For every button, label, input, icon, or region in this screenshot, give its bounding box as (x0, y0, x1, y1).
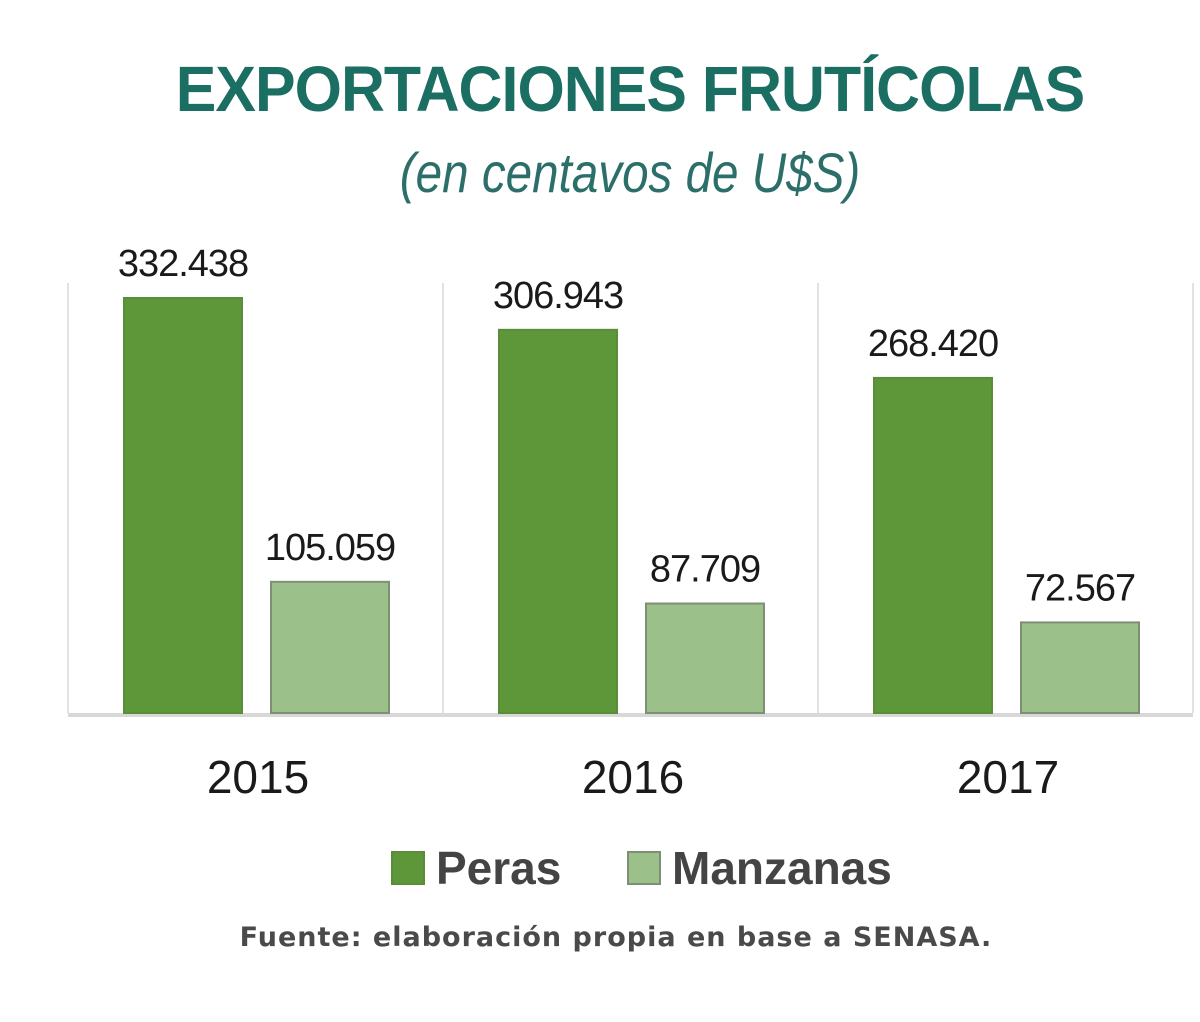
data-label: 105.059 (265, 527, 395, 569)
bar-peras-2016 (498, 328, 618, 714)
bar-manzanas-2017 (1020, 621, 1140, 715)
bar-peras-2015 (123, 297, 243, 714)
legend-label-peras: Peras (436, 842, 561, 894)
data-label: 306.943 (493, 275, 623, 317)
legend-swatch-peras (391, 851, 425, 885)
legend-swatch-manzanas (627, 851, 661, 885)
data-label: 72.567 (1025, 567, 1135, 609)
data-label: 268.420 (868, 323, 998, 365)
x-tick-label: 2016 (582, 751, 684, 803)
data-label: 87.709 (650, 549, 760, 591)
bar-manzanas-2015 (270, 580, 390, 715)
legend-label-manzanas: Manzanas (672, 842, 892, 894)
x-tick-label: 2015 (207, 751, 309, 803)
bar-peras-2017 (873, 376, 993, 714)
data-label: 332.438 (118, 243, 248, 285)
source-note: Fuente: elaboración propia en base a SEN… (239, 922, 993, 953)
x-tick-label: 2017 (957, 751, 1059, 803)
chart-title: EXPORTACIONES FRUTÍCOLAS (175, 53, 1085, 125)
bar-manzanas-2016 (645, 602, 765, 714)
chart-subtitle: (en centavos de U$S) (399, 141, 861, 204)
